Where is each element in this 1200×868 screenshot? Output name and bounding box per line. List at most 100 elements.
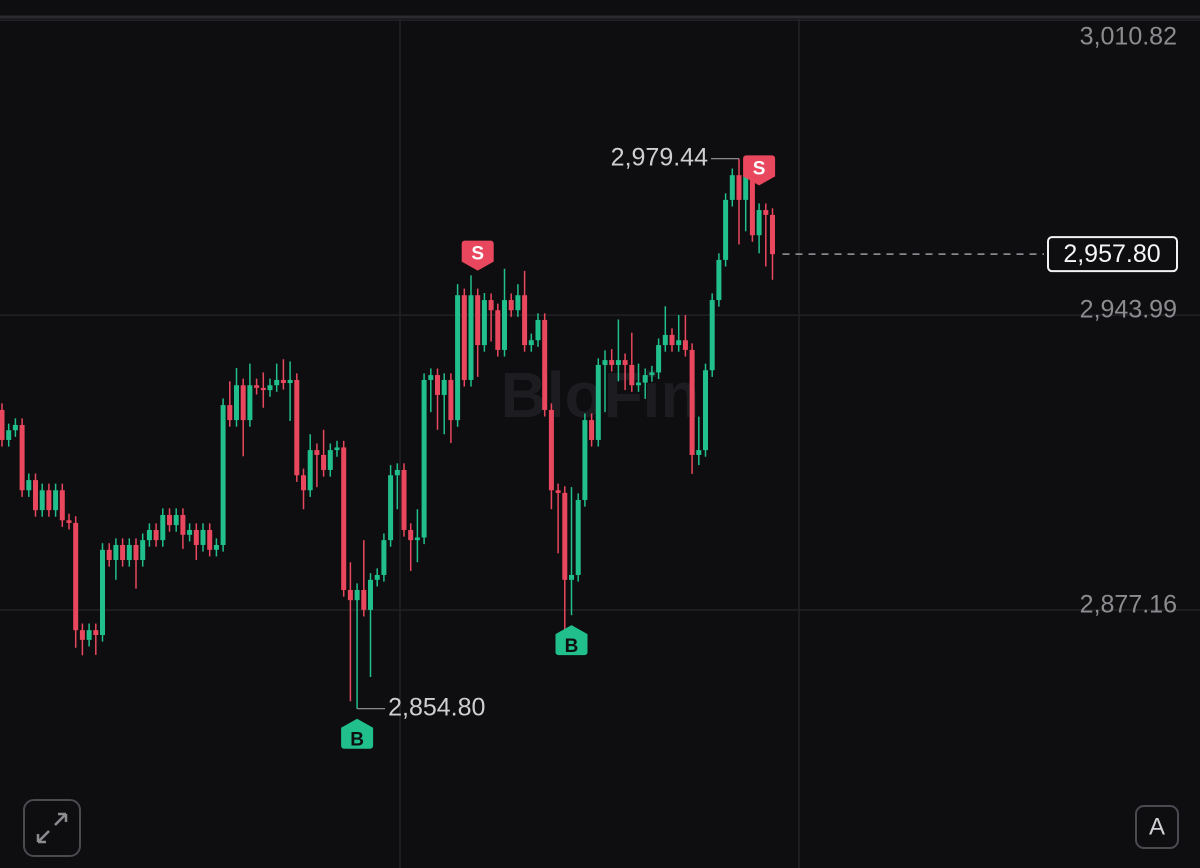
candle-body [294, 379, 300, 476]
candle-body [260, 387, 266, 391]
candle-body [120, 544, 126, 560]
high-label: 2,979.44 [611, 143, 708, 171]
signal-badge [341, 718, 374, 749]
signal-label: S [471, 244, 484, 265]
candle-body [240, 385, 246, 421]
candle-body [455, 295, 461, 421]
candle-body [736, 175, 742, 200]
candle-body [381, 540, 387, 575]
candle-body [66, 520, 72, 523]
candle-body [770, 214, 775, 255]
last-price-label: 2,957.80 [1063, 240, 1160, 268]
signal-label: S [753, 158, 766, 179]
candle-body [622, 360, 628, 365]
candle-body [475, 295, 481, 346]
candle-body [6, 430, 12, 440]
candle-body [723, 199, 729, 260]
candle-body [542, 319, 548, 410]
candle-body [709, 300, 715, 371]
buy-signal: B [555, 625, 588, 657]
candle-body [448, 379, 454, 421]
candle-body [656, 345, 662, 373]
signal-label: B [350, 730, 364, 751]
candle-body [696, 450, 702, 455]
candle-body [361, 589, 367, 610]
candle-body [227, 405, 233, 421]
candle-body [682, 340, 688, 350]
candle-body [481, 300, 487, 346]
candle-body [26, 480, 32, 491]
low-label: 2,854.80 [388, 693, 485, 721]
candle-body [274, 379, 280, 386]
candle-body [502, 300, 507, 350]
candle-body [146, 529, 152, 541]
candle-body [555, 490, 561, 493]
candle-body [180, 514, 186, 535]
sell-signal: S [743, 155, 776, 186]
candle-body [676, 340, 682, 346]
last-price-box [1047, 236, 1178, 273]
plot: 3,010.82 2,943.99 2,877.16 B S B S 2,979.44 2,85… [0, 19, 1200, 751]
candle-body [100, 549, 105, 636]
candle-body [140, 540, 146, 560]
auto-scale-button[interactable]: A [1135, 805, 1179, 849]
expand-frame[interactable] [23, 799, 81, 857]
candle-body [341, 447, 347, 590]
candle-body [33, 480, 38, 511]
candle-body [126, 544, 132, 560]
expand-icon [36, 812, 68, 844]
candle-body [347, 589, 353, 601]
candle-body [548, 409, 554, 491]
candle-body [649, 372, 655, 376]
candle-body [528, 340, 534, 346]
candle-body [421, 379, 427, 538]
candle-body [636, 382, 641, 386]
candle-body [53, 490, 59, 511]
candle-body [582, 420, 588, 500]
candle-body [213, 544, 219, 550]
candle-body [515, 295, 521, 311]
candle-body [569, 574, 574, 580]
candle-body [160, 514, 166, 541]
candle-body [609, 360, 615, 365]
candle-body [301, 475, 306, 491]
candle-body [46, 490, 52, 511]
candle-body [703, 370, 708, 451]
candle-body [307, 450, 313, 491]
candle-body [662, 334, 668, 346]
candle-body [414, 537, 420, 541]
candle-body [234, 385, 239, 421]
candle-body [428, 375, 434, 380]
candle-body [153, 529, 159, 541]
candle-body [461, 295, 467, 380]
y-tick-label: 2,877.16 [1080, 591, 1177, 619]
expand-button[interactable] [23, 799, 81, 857]
candle-body [743, 175, 749, 200]
candle-body [267, 385, 273, 391]
auto-label[interactable]: A [1149, 813, 1165, 840]
candle-body [589, 420, 595, 440]
candle-body [187, 529, 193, 535]
candle-body [522, 295, 528, 346]
candle-body [374, 574, 380, 580]
candle-body [435, 375, 440, 395]
signal-badge [743, 155, 776, 186]
candle-body [354, 589, 360, 601]
candle-body [200, 529, 206, 545]
candle-body [595, 364, 601, 440]
candle-body [173, 514, 179, 526]
candle-body [321, 454, 327, 470]
candle-body [247, 385, 253, 421]
candle-body [93, 630, 99, 636]
candle-body [73, 522, 79, 631]
auto-frame[interactable] [1135, 805, 1179, 849]
candle-body [19, 424, 25, 491]
candle-body [207, 529, 213, 550]
candle-body [615, 360, 621, 365]
candle-body [575, 499, 581, 575]
candle-body [629, 364, 635, 386]
candle-body [113, 544, 119, 560]
signal-badge [461, 240, 494, 271]
candle-body [401, 469, 407, 530]
candle-body [495, 310, 501, 350]
